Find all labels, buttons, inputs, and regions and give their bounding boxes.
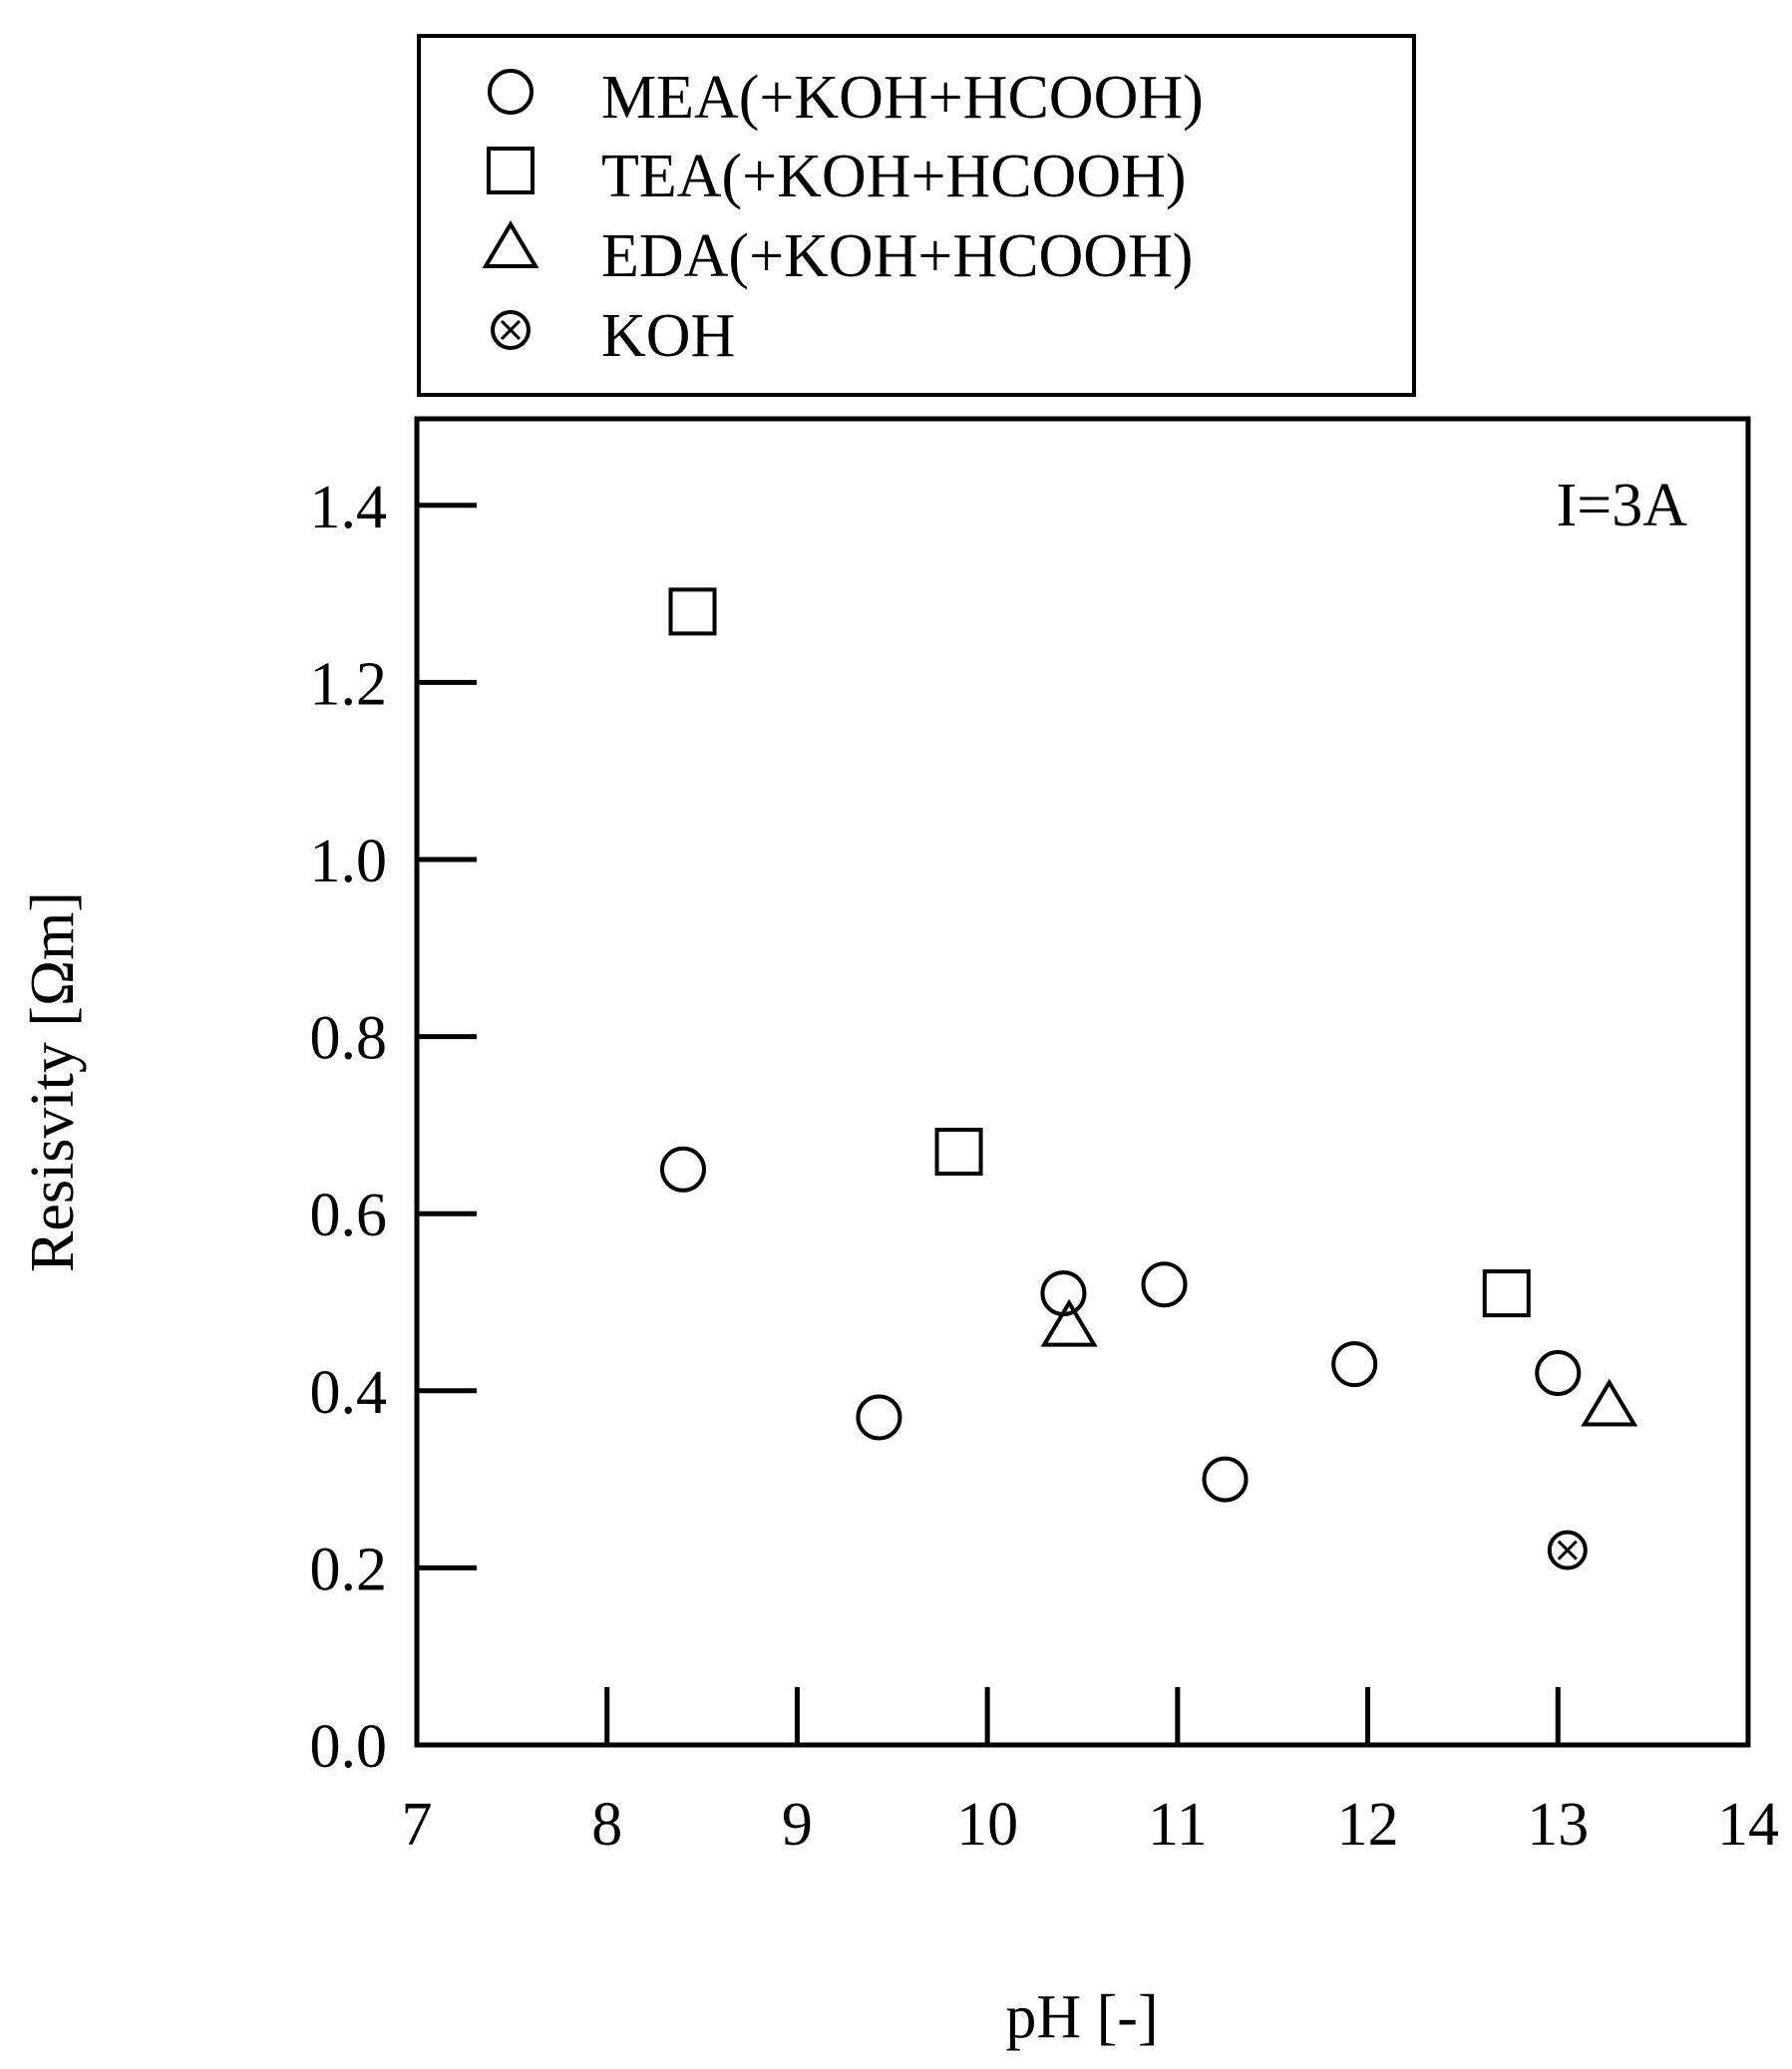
data-point bbox=[856, 1394, 902, 1441]
data-point bbox=[1331, 1341, 1378, 1388]
y-axis-label: Resisvity [Ωm] bbox=[19, 891, 87, 1272]
legend-label: MEA(+KOH+HCOOH) bbox=[601, 64, 1204, 132]
y-tick-label: 0.8 bbox=[310, 1005, 388, 1073]
triangle-marker bbox=[1040, 1298, 1098, 1347]
circle-marker bbox=[856, 1394, 902, 1441]
legend-box bbox=[417, 34, 1416, 397]
legend-marker bbox=[491, 310, 531, 350]
y-tick-label: 0.4 bbox=[310, 1359, 388, 1427]
legend-item: MEA(+KOH+HCOOH) bbox=[488, 64, 1204, 132]
data-point bbox=[668, 587, 717, 636]
legend-items: MEA(+KOH+HCOOH) TEA(+KOH+HCOOH) EDA(+KOH+H… bbox=[482, 64, 1204, 370]
legend-marker bbox=[488, 69, 534, 115]
data-points bbox=[660, 587, 1638, 1570]
x-tick-label: 7 bbox=[402, 1791, 433, 1859]
circle-x-stroke bbox=[1557, 1540, 1578, 1560]
square-marker bbox=[487, 147, 535, 194]
circle-marker bbox=[488, 69, 534, 115]
data-point bbox=[1040, 1298, 1098, 1347]
x-tick-label: 12 bbox=[1337, 1791, 1399, 1859]
triangle-marker bbox=[482, 220, 539, 268]
circle-marker bbox=[1331, 1341, 1378, 1388]
x-tick-label: 9 bbox=[782, 1791, 813, 1859]
x-ticks: 7 8 9 10 11 12 13 14 bbox=[402, 1687, 1779, 1859]
data-point bbox=[1202, 1456, 1249, 1503]
legend-label: KOH bbox=[601, 302, 735, 370]
legend-marker bbox=[482, 220, 539, 268]
legend-item: TEA(+KOH+HCOOH) bbox=[487, 143, 1187, 210]
y-tick-label: 1.0 bbox=[310, 828, 388, 895]
circle-marker bbox=[1040, 1270, 1087, 1317]
y-tick-label: 0.2 bbox=[310, 1536, 388, 1603]
legend-item: EDA(+KOH+HCOOH) bbox=[482, 220, 1193, 290]
circle-x-marker bbox=[491, 310, 531, 350]
legend: MEA(+KOH+HCOOH) TEA(+KOH+HCOOH) EDA(+KOH+H… bbox=[417, 34, 1416, 397]
y-tick-label: 0.6 bbox=[310, 1182, 388, 1249]
x-axis-label: pH [-] bbox=[1005, 1983, 1158, 2051]
data-point bbox=[1482, 1269, 1531, 1318]
x-tick-label: 13 bbox=[1527, 1791, 1589, 1859]
triangle-marker bbox=[1581, 1378, 1638, 1427]
y-tick-label: 1.4 bbox=[310, 474, 388, 541]
data-point bbox=[1581, 1378, 1638, 1427]
y-tick-label: 0.0 bbox=[310, 1713, 388, 1781]
data-point bbox=[660, 1146, 706, 1193]
square-marker bbox=[1482, 1269, 1531, 1318]
circle-x-marker bbox=[1547, 1530, 1588, 1570]
data-point bbox=[1535, 1350, 1582, 1397]
legend-label: EDA(+KOH+HCOOH) bbox=[601, 222, 1193, 290]
x-tick-label: 11 bbox=[1148, 1791, 1208, 1859]
circle-marker bbox=[1141, 1261, 1188, 1308]
circle-x-stroke bbox=[500, 319, 522, 341]
legend-marker bbox=[487, 147, 535, 194]
circle-marker bbox=[660, 1146, 706, 1193]
x-tick-label: 10 bbox=[956, 1791, 1018, 1859]
legend-label: TEA(+KOH+HCOOH) bbox=[601, 143, 1187, 210]
y-ticks: 0.0 0.2 0.4 0.6 0.8 1.0 1.2 1.4 bbox=[310, 474, 477, 1781]
data-point bbox=[934, 1128, 983, 1177]
plot-frame bbox=[414, 416, 1751, 1748]
data-point bbox=[1040, 1270, 1087, 1317]
square-marker bbox=[934, 1128, 983, 1177]
circle-marker bbox=[1202, 1456, 1249, 1503]
data-point bbox=[1547, 1530, 1588, 1570]
x-tick-label: 8 bbox=[591, 1791, 622, 1859]
circle-marker bbox=[1535, 1350, 1582, 1397]
square-marker bbox=[668, 587, 717, 636]
data-point bbox=[1141, 1261, 1188, 1308]
x-tick-label: 14 bbox=[1717, 1791, 1779, 1859]
annotation-label: I=3A bbox=[1557, 472, 1688, 539]
legend-item: KOH bbox=[491, 302, 735, 370]
y-tick-label: 1.2 bbox=[310, 650, 388, 718]
